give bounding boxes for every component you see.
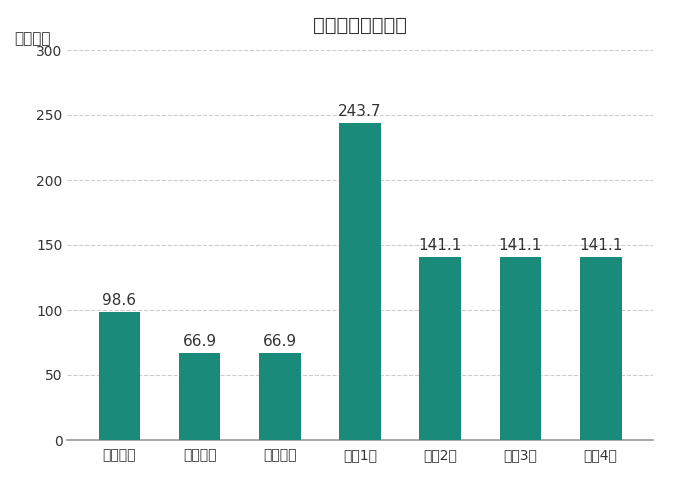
Text: 243.7: 243.7: [339, 104, 382, 120]
Bar: [499, 256, 541, 440]
Title: 各学年ごとの費用: 各学年ごとの費用: [313, 16, 407, 34]
Text: 141.1: 141.1: [579, 238, 623, 252]
Text: 141.1: 141.1: [499, 238, 542, 252]
Bar: [259, 353, 301, 440]
Bar: [339, 123, 381, 440]
Bar: [98, 312, 140, 440]
Bar: [179, 353, 221, 440]
Text: 66.9: 66.9: [182, 334, 217, 349]
Text: 66.9: 66.9: [262, 334, 297, 349]
Text: 98.6: 98.6: [102, 293, 137, 308]
Bar: [580, 256, 622, 440]
Text: 141.1: 141.1: [419, 238, 462, 252]
Text: （万円）: （万円）: [15, 31, 51, 46]
Bar: [419, 256, 461, 440]
